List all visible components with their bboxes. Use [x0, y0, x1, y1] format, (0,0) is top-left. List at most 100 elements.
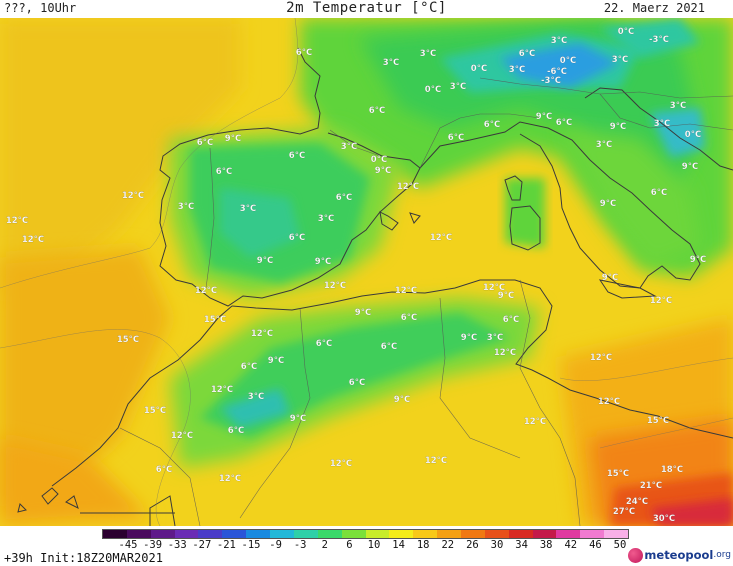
temperature-value-label: 12°C: [524, 417, 546, 427]
temperature-value-label: 12°C: [483, 283, 505, 293]
color-scale-tick-label: 22: [441, 539, 455, 551]
temperature-value-label: 3°C: [487, 333, 503, 343]
temperature-value-label: 6°C: [484, 120, 500, 130]
color-scale-tick-label: 30: [490, 539, 504, 551]
temperature-value-label: 24°C: [626, 497, 648, 507]
color-scale-tick-label: 10: [367, 539, 381, 551]
temperature-value-label: 6°C: [316, 339, 332, 349]
temperature-map: 6°C 3°C3°C3°C6°C0°C0°C-3°C3°C0°C 3°C -6°C-3…: [0, 18, 733, 526]
temperature-value-label: 6°C: [216, 167, 232, 177]
color-scale-segment: [270, 530, 295, 538]
temperature-value-label: 9°C: [257, 256, 273, 266]
temperature-value-label: 15°C: [607, 469, 629, 479]
temperature-value-label: 9°C: [602, 273, 618, 283]
color-scale-segment: [198, 530, 223, 538]
temperature-value-label: -6°C: [547, 67, 567, 77]
temperature-value-label: 0°C: [471, 64, 487, 74]
temperature-value-label: 9°C: [536, 112, 552, 122]
color-scale-segment: [532, 530, 557, 538]
coastlines-borders: [17, 47, 733, 526]
temperature-value-label: 6°C: [381, 342, 397, 352]
temperature-value-label: 0°C: [560, 56, 576, 66]
temperature-value-label: 9°C: [315, 257, 331, 267]
color-scale-tick-label: -39: [143, 539, 163, 551]
temperature-value-label: 6°C: [503, 315, 519, 325]
temperature-value-label: 6°C: [651, 188, 667, 198]
color-scale-segment: [150, 530, 176, 538]
temperature-value-label: 15°C: [144, 406, 166, 416]
temperature-value-label: 12°C: [195, 286, 217, 296]
temperature-value-label: 6°C: [289, 233, 305, 243]
color-scale-segment: [222, 530, 247, 538]
temperature-value-label: 9°C: [610, 122, 626, 132]
temperature-value-label: 3°C: [178, 202, 194, 212]
temperature-value-label: 9°C: [600, 199, 616, 209]
temperature-value-label: 3°C: [248, 392, 264, 402]
color-scale-segment: [389, 530, 414, 538]
temperature-value-label: 30°C: [653, 514, 675, 524]
temperature-value-label: 6°C: [349, 378, 365, 388]
color-scale-segment: [580, 530, 605, 538]
color-scale-tick-label: -3: [293, 539, 307, 551]
color-scale-tick-label: 26: [466, 539, 479, 551]
temperature-value-label: 6°C: [296, 48, 312, 58]
temperature-value-label: 3°C: [420, 49, 436, 59]
temperature-value-label: 27°C: [613, 507, 635, 517]
temperature-value-label: 3°C: [509, 65, 525, 75]
temperature-value-label: 9°C: [498, 291, 514, 301]
temperature-value-label: 12°C: [22, 235, 44, 245]
temperature-value-label: 15°C: [647, 416, 669, 426]
temperature-value-label: 12°C: [425, 456, 447, 466]
temperature-value-label: 6°C: [197, 138, 213, 148]
temperature-value-label: 6°C: [228, 426, 244, 436]
logo-tld: .org: [713, 550, 731, 560]
temperature-value-label: 21°C: [640, 481, 662, 491]
color-scale-tick-label: 6: [346, 539, 353, 551]
logo-name: meteopool: [644, 548, 714, 562]
country-borders: [119, 77, 733, 526]
color-scale-tick-label: 46: [589, 539, 602, 551]
temperature-value-label: 9°C: [375, 166, 391, 176]
temperature-value-label: 0°C: [685, 130, 701, 140]
temperature-value-label: 12°C: [6, 216, 28, 226]
temperature-value-label: 12°C: [211, 385, 233, 395]
color-scale-tick-label: 34: [515, 539, 528, 551]
color-scale-segment: [246, 530, 271, 538]
color-scale-tick-label: 14: [392, 539, 405, 551]
color-scale-tick-label: -9: [269, 539, 282, 551]
temperature-value-label: 3°C: [612, 55, 628, 65]
temperature-value-label: 18°C: [661, 465, 683, 475]
temperature-value-label: 15°C: [204, 315, 226, 325]
temperature-value-label: 9°C: [355, 308, 371, 318]
temperature-value-label: 6°C: [336, 193, 352, 203]
color-scale-segment: [508, 530, 534, 538]
map-title: 2m Temperatur [°C]: [286, 0, 447, 16]
color-scale-segment: [460, 530, 486, 538]
forecast-init-info: +39h Init:18Z20MAR2021: [4, 551, 163, 565]
temperature-value-label: 12°C: [251, 329, 273, 339]
temperature-value-label: 12°C: [430, 233, 452, 243]
forecast-date: 22. Maerz 2021: [603, 1, 705, 15]
temperature-value-label: 9°C: [290, 414, 306, 424]
color-scale-segment: [604, 530, 629, 538]
color-scale-segment: [174, 530, 199, 538]
temperature-value-label: 12°C: [122, 191, 144, 201]
color-scale-segment: [293, 530, 319, 538]
temperature-value-label: 9°C: [225, 134, 241, 144]
temperature-value-label: 12°C: [650, 296, 672, 306]
temperature-value-label: 12°C: [219, 474, 241, 484]
isotherm-lines: [0, 18, 733, 526]
logo-ball-icon: [628, 547, 644, 563]
color-scale-bar: [102, 529, 629, 539]
color-scale-ticks: -45 -39 -33 -27 -21 -15 -9 -3 2 6 10 14 18 22 26 30 34 38…: [0, 539, 733, 553]
meteopool-logo[interactable]: meteopool .org: [628, 546, 731, 564]
color-scale-segment: [341, 530, 366, 538]
color-scale-tick-label: -33: [167, 539, 187, 551]
temperature-value-label: 3°C: [383, 58, 399, 68]
temperature-value-label: 6°C: [369, 106, 385, 116]
color-scale-segment: [365, 530, 390, 538]
temperature-value-label: 12°C: [395, 286, 417, 296]
temperature-value-label: 3°C: [341, 142, 357, 152]
temperature-value-label: 12°C: [171, 431, 193, 441]
temperature-value-label: 0°C: [371, 155, 387, 165]
